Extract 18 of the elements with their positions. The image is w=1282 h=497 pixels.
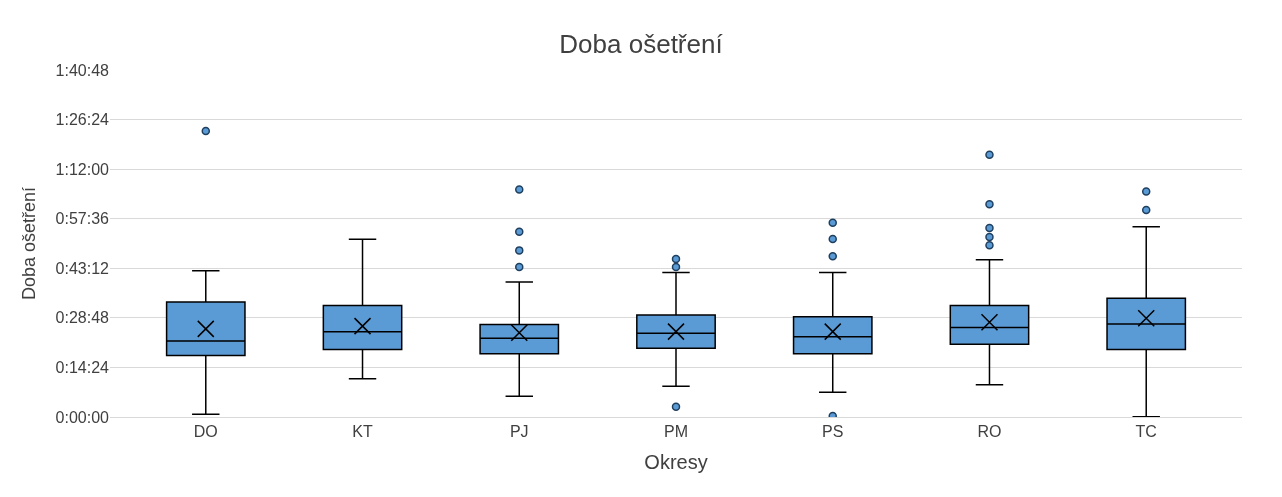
x-tick-label: DO <box>193 423 218 441</box>
y-tick-label: 1:40:48 <box>55 61 110 79</box>
y-tick-label: 0:00:00 <box>55 408 110 426</box>
chart-title: Doba ošetření <box>559 28 724 59</box>
y-tick-label: 0:28:48 <box>55 309 110 327</box>
x-tick-label: PJ <box>509 423 529 441</box>
y-tick-label: 0:57:36 <box>55 210 110 228</box>
y-tick-label: 0:14:24 <box>55 359 110 377</box>
x-tick-label: PM <box>664 423 688 441</box>
y-axis-title: Doba ošetření <box>18 186 39 301</box>
x-tick-label: PS <box>822 423 844 441</box>
x-tick-label: KT <box>352 423 373 441</box>
y-tick-label: 1:12:00 <box>55 160 110 178</box>
x-axis-title: Okresy <box>644 450 708 473</box>
x-tick-label: RO <box>977 423 1002 441</box>
y-tick-label: 0:43:12 <box>55 259 110 277</box>
y-tick-label: 1:26:24 <box>55 111 110 129</box>
x-tick-label: TC <box>1135 423 1157 441</box>
